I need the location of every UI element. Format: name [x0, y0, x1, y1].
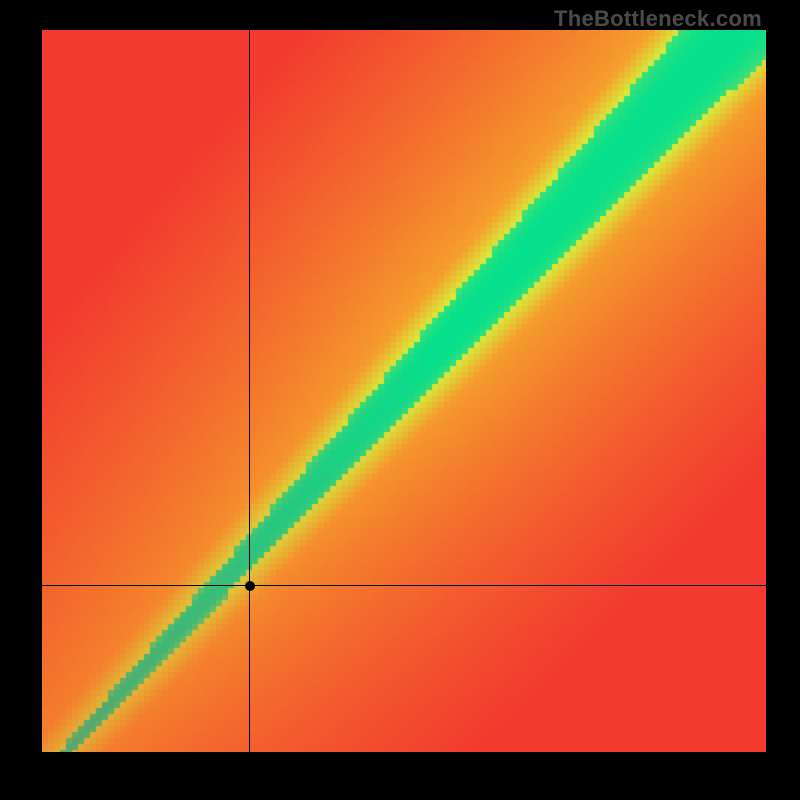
crosshair-horizontal-line — [42, 585, 766, 586]
crosshair-vertical-line — [249, 30, 250, 752]
crosshair-marker-dot — [245, 581, 255, 591]
bottleneck-heatmap — [42, 30, 766, 752]
watermark-text: TheBottleneck.com — [554, 6, 762, 32]
